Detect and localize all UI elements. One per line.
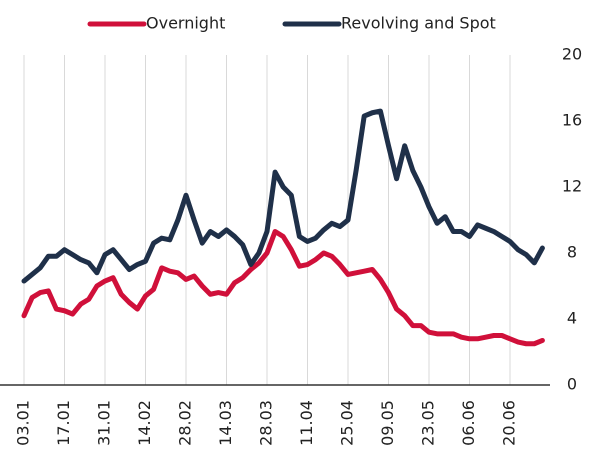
y-tick-label: 20 bbox=[562, 45, 582, 64]
x-tick-label: 31.01 bbox=[95, 400, 114, 446]
x-tick-label: 09.05 bbox=[378, 400, 397, 446]
y-tick-label: 0 bbox=[567, 375, 577, 394]
x-tick-label: 11.04 bbox=[297, 400, 316, 446]
y-tick-label: 12 bbox=[562, 177, 582, 196]
legend-label: Revolving and Spot bbox=[341, 14, 496, 33]
y-tick-label: 4 bbox=[567, 309, 577, 328]
x-tick-label: 17.01 bbox=[54, 400, 73, 446]
y-tick-label: 8 bbox=[567, 243, 577, 262]
x-tick-label: 28.03 bbox=[257, 400, 276, 446]
x-tick-label: 25.04 bbox=[338, 400, 357, 446]
x-tick-label: 14.03 bbox=[216, 400, 235, 446]
legend-label: Overnight bbox=[146, 14, 225, 33]
x-tick-label: 14.02 bbox=[135, 400, 154, 446]
y-tick-label: 16 bbox=[562, 111, 582, 130]
x-tick-label: 23.05 bbox=[419, 400, 438, 446]
x-tick-label: 28.02 bbox=[176, 400, 195, 446]
x-tick-label: 20.06 bbox=[500, 400, 519, 446]
x-tick-label: 03.01 bbox=[14, 400, 33, 446]
x-tick-label: 06.06 bbox=[459, 400, 478, 446]
series-line bbox=[21, 108, 545, 284]
series-line bbox=[21, 229, 545, 347]
